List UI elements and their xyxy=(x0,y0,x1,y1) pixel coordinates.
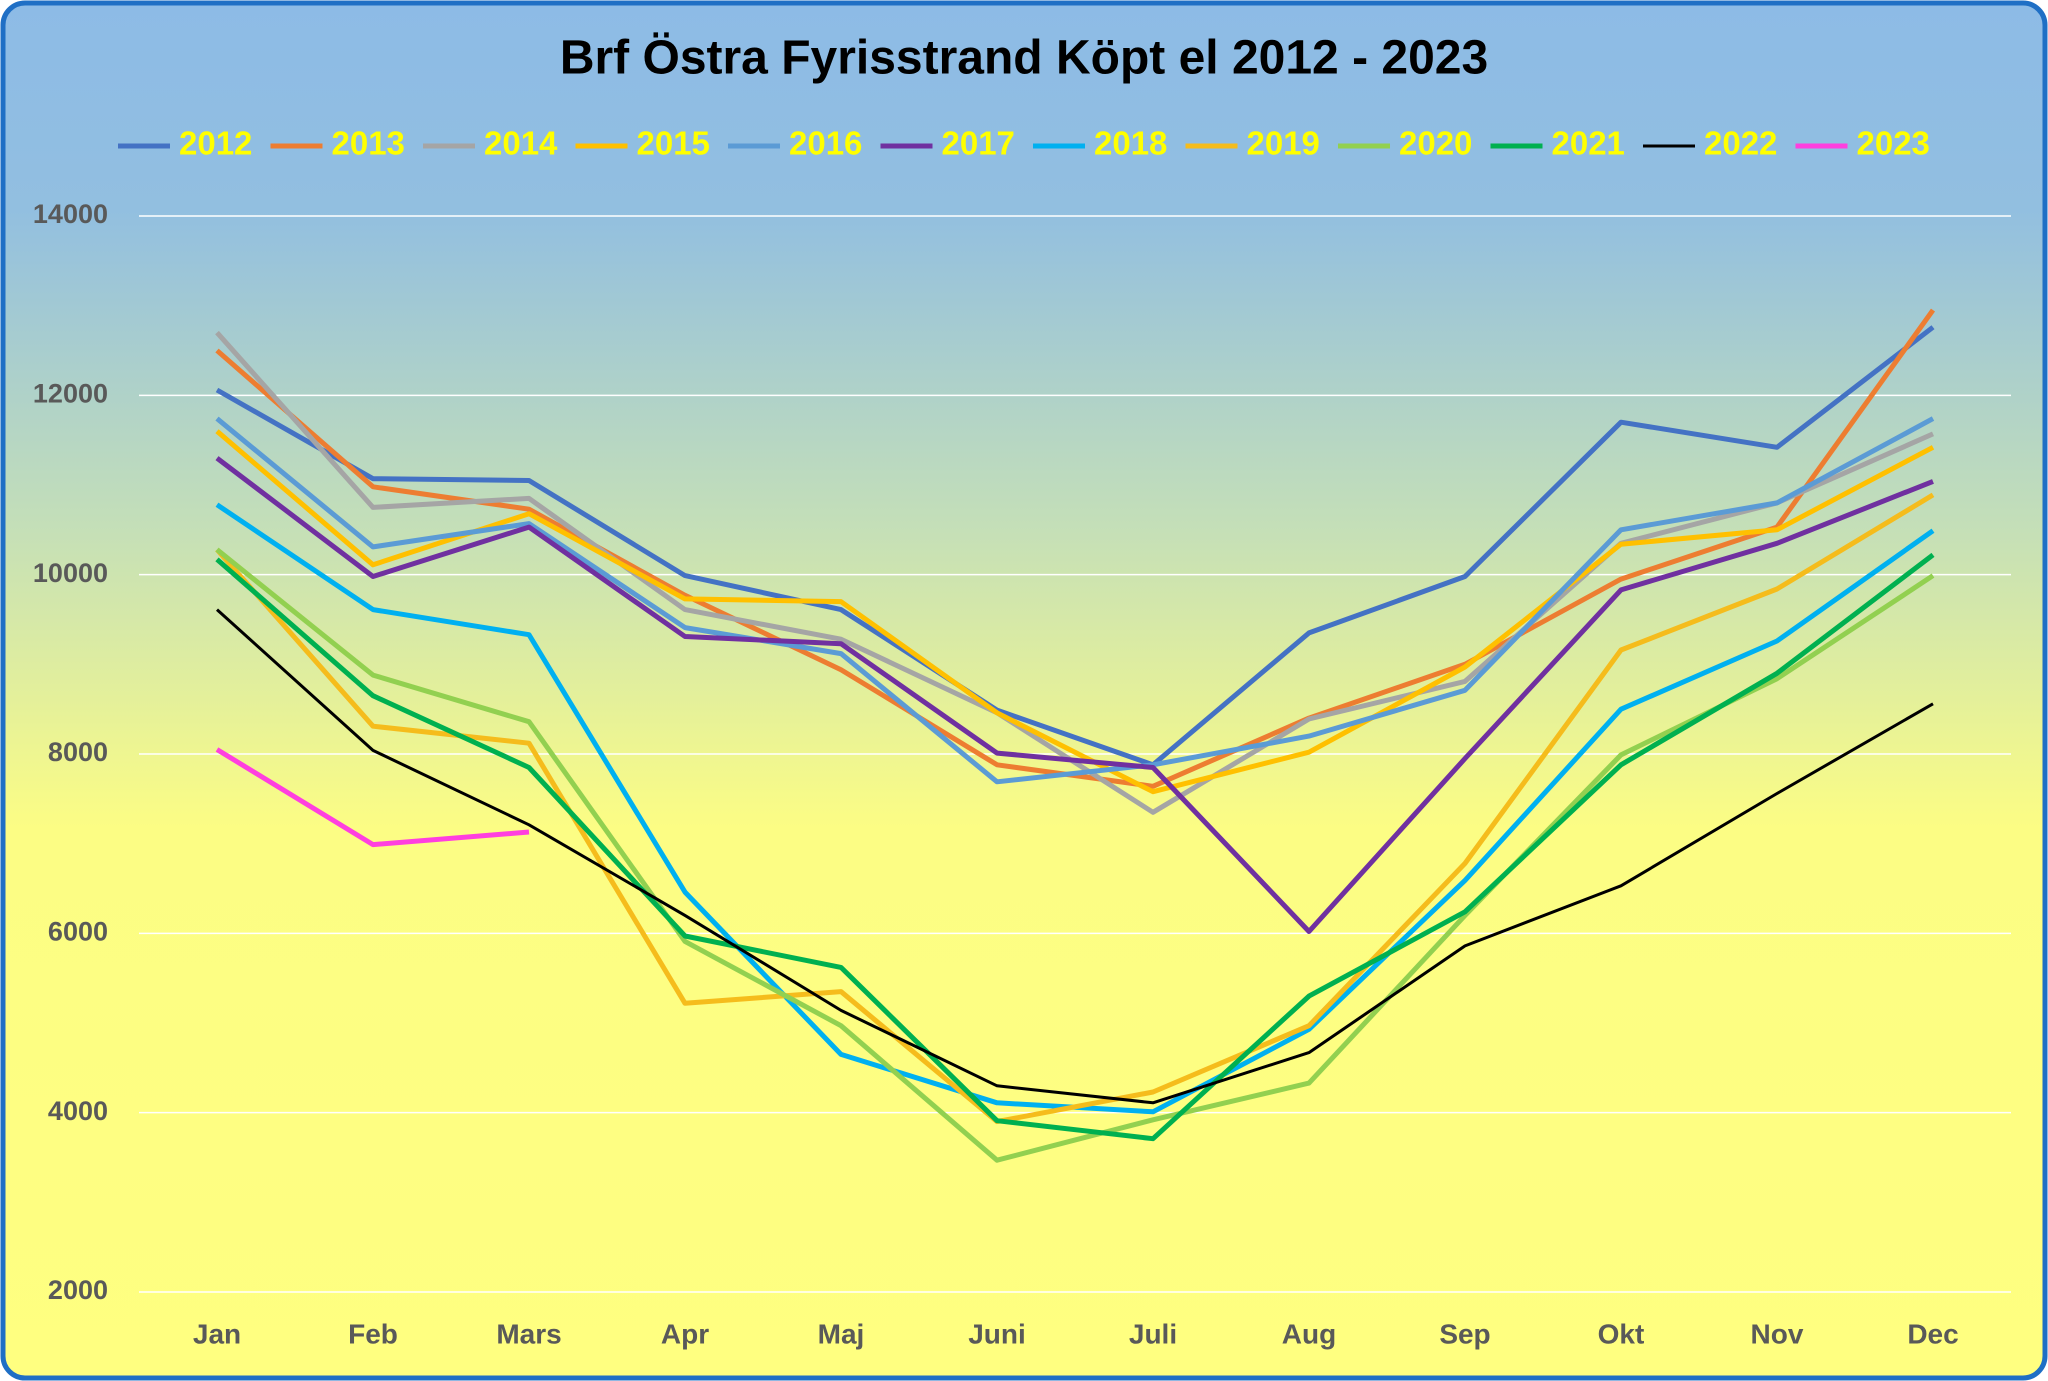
legend-label: 2021 xyxy=(1552,125,1625,162)
legend-label: 2013 xyxy=(332,125,405,162)
legend-label: 2022 xyxy=(1704,125,1777,162)
x-tick-label: Aug xyxy=(1282,1318,1336,1349)
legend-label: 2015 xyxy=(637,125,710,162)
legend-label: 2012 xyxy=(179,125,252,162)
y-tick-label: 12000 xyxy=(33,378,108,408)
legend-label: 2017 xyxy=(942,125,1015,162)
y-tick-label: 6000 xyxy=(48,916,108,946)
line-series xyxy=(215,608,1934,1105)
x-tick-label: Dec xyxy=(1907,1318,1958,1349)
x-tick-label: Maj xyxy=(818,1318,865,1349)
chart-title: Brf Östra Fyrisstrand Köpt el 2012 - 202… xyxy=(560,32,1488,85)
line-series xyxy=(215,429,1935,795)
line-series xyxy=(215,325,1935,768)
x-tick-label: Feb xyxy=(348,1318,398,1349)
x-tick-label: Nov xyxy=(1751,1318,1804,1349)
y-tick-label: 2000 xyxy=(48,1275,108,1305)
x-tick-label: Mars xyxy=(496,1318,561,1349)
legend-label: 2020 xyxy=(1399,125,1472,162)
line-series xyxy=(215,416,1935,785)
x-tick-label: Jan xyxy=(193,1318,241,1349)
line-series xyxy=(215,492,1935,1125)
y-tick-label: 14000 xyxy=(33,199,108,229)
line-series xyxy=(215,552,1935,1142)
y-tick-label: 4000 xyxy=(48,1096,108,1126)
legend-label: 2018 xyxy=(1094,125,1167,162)
line-series xyxy=(215,456,1934,934)
legend-label: 2014 xyxy=(484,125,558,162)
y-tick-label: 10000 xyxy=(33,558,108,588)
line-series xyxy=(215,747,530,848)
legend-label: 2016 xyxy=(789,125,862,162)
line-series xyxy=(215,547,1935,1163)
y-tick-label: 8000 xyxy=(48,737,108,767)
x-tick-label: Apr xyxy=(661,1318,709,1349)
x-tick-label: Juni xyxy=(968,1318,1026,1349)
x-tick-label: Sep xyxy=(1439,1318,1490,1349)
x-tick-label: Okt xyxy=(1598,1318,1645,1349)
legend-label: 2019 xyxy=(1247,125,1320,162)
x-tick-label: Juli xyxy=(1129,1318,1177,1349)
legend-label: 2023 xyxy=(1857,125,1930,162)
